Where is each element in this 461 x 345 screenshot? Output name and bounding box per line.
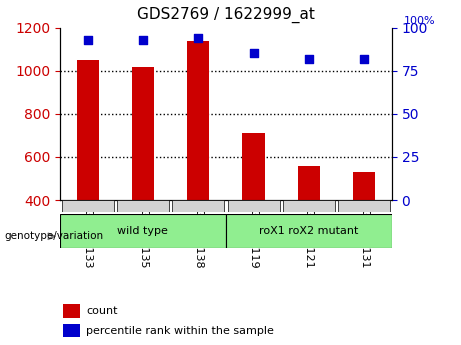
Bar — [226, 214, 392, 248]
Title: GDS2769 / 1622999_at: GDS2769 / 1622999_at — [137, 7, 315, 23]
Bar — [353, 172, 375, 200]
Bar — [283, 200, 335, 211]
Point — [139, 37, 147, 42]
Point — [361, 56, 368, 61]
Bar — [77, 60, 99, 200]
Text: count: count — [87, 306, 118, 316]
Point — [195, 35, 202, 41]
Text: 100%: 100% — [403, 16, 435, 26]
Point — [305, 56, 313, 61]
Bar — [60, 214, 226, 248]
Bar — [187, 41, 209, 200]
Bar — [117, 200, 169, 211]
Bar — [63, 304, 80, 317]
Bar — [242, 133, 265, 200]
Bar — [338, 200, 390, 211]
Bar — [228, 200, 279, 211]
Bar — [62, 200, 113, 211]
Bar — [298, 166, 320, 200]
Bar — [132, 68, 154, 200]
Text: genotype/variation: genotype/variation — [5, 231, 104, 241]
Text: roX1 roX2 mutant: roX1 roX2 mutant — [259, 226, 359, 236]
Text: wild type: wild type — [118, 226, 168, 236]
Bar — [172, 200, 224, 211]
Bar — [63, 324, 80, 337]
Point — [84, 37, 91, 42]
Text: percentile rank within the sample: percentile rank within the sample — [87, 326, 274, 336]
Point — [250, 51, 257, 56]
